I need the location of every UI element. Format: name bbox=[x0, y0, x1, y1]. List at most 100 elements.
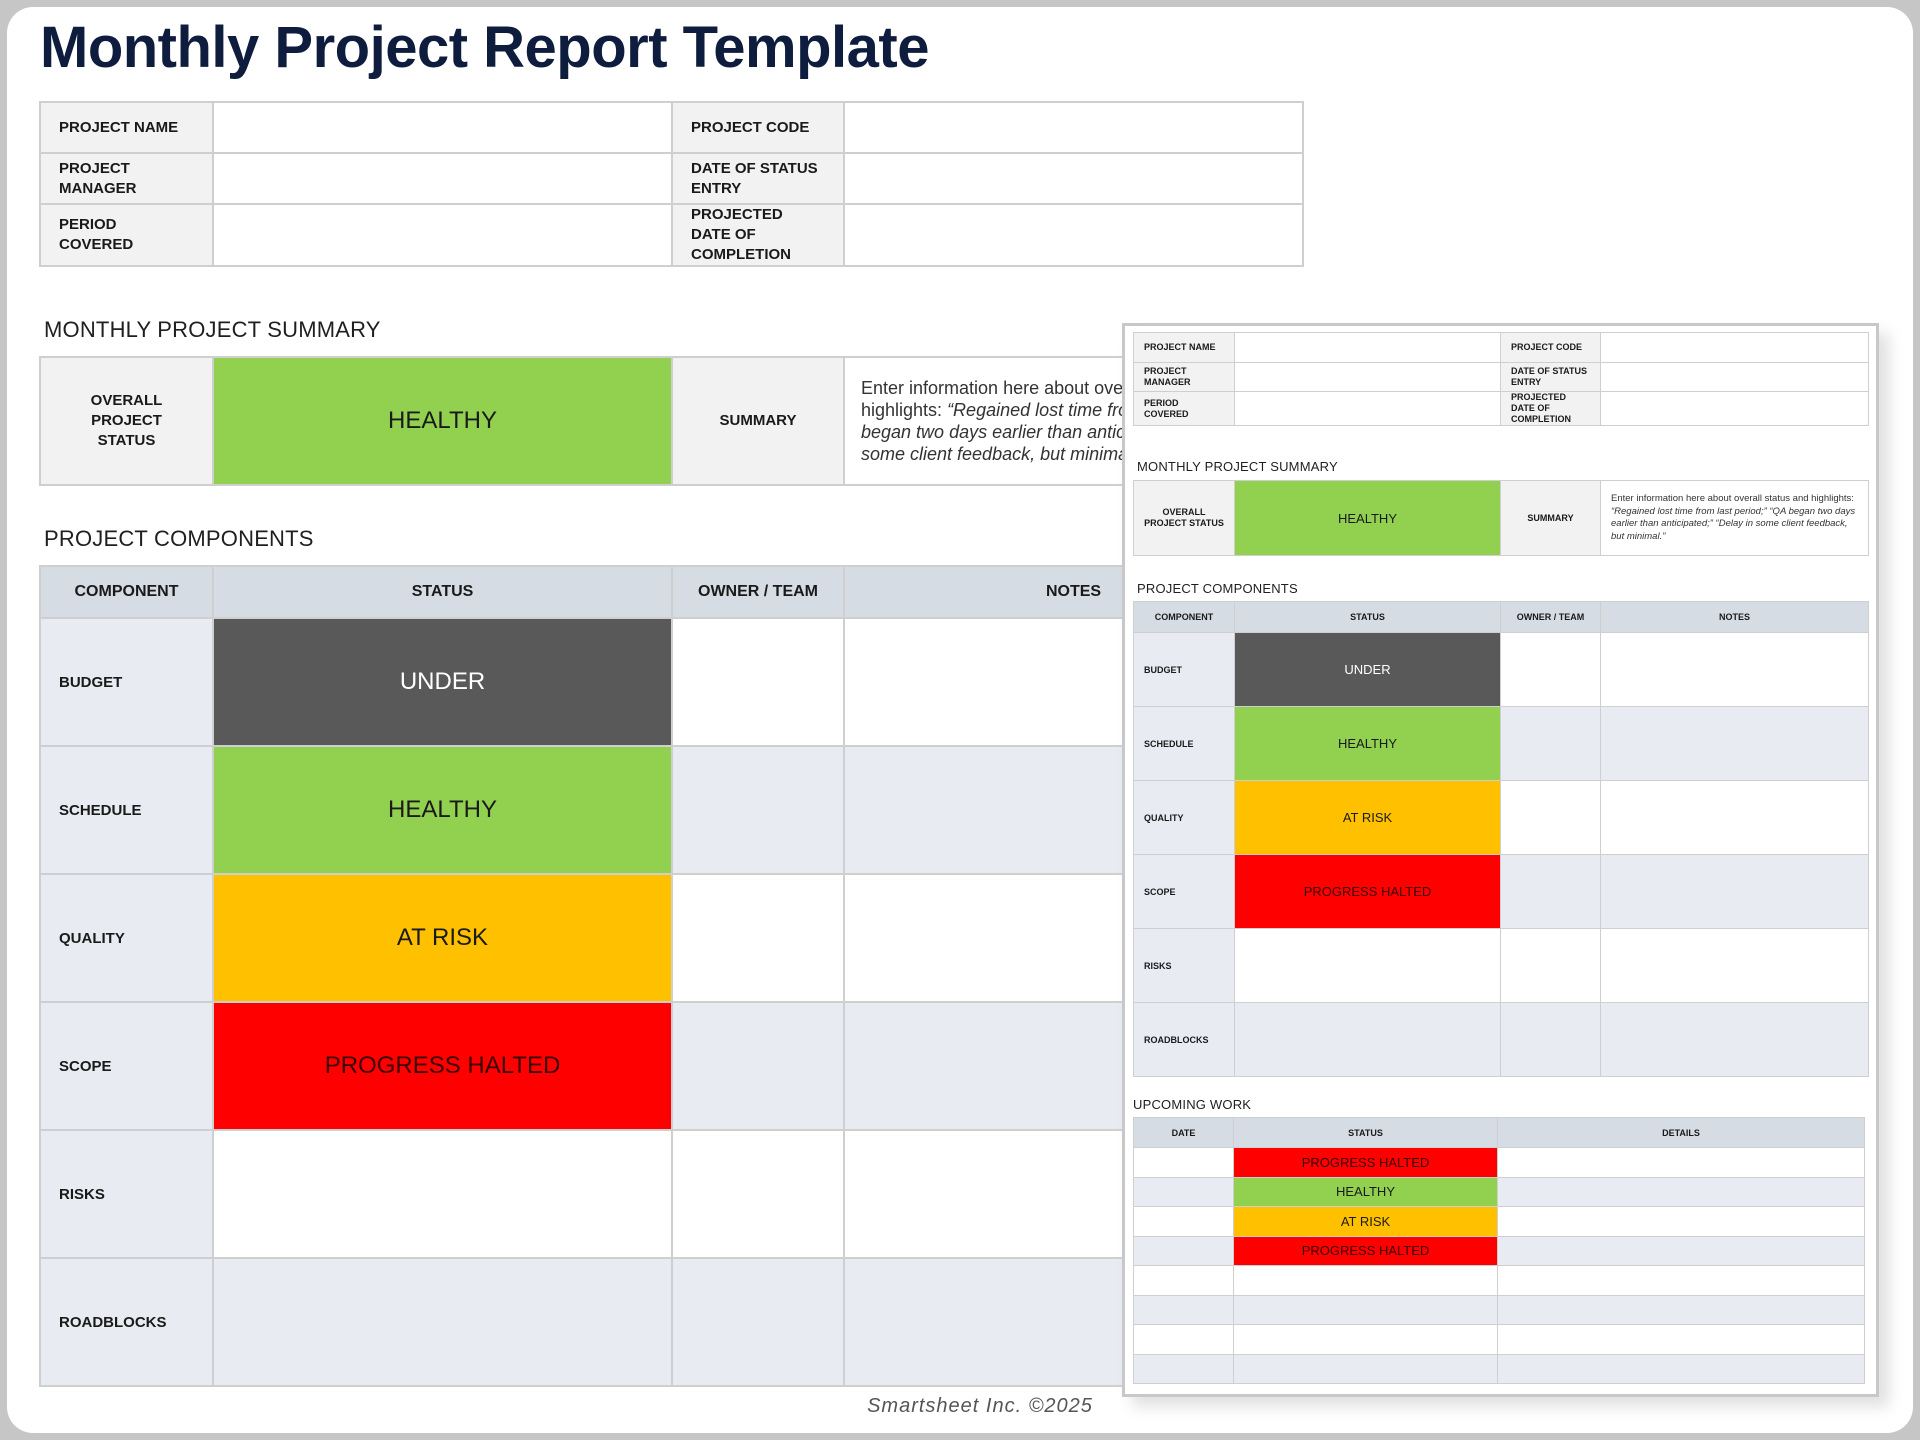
status-cell[interactable]: PROGRESS HALTED bbox=[212, 1001, 673, 1131]
preview-summary-field[interactable]: Enter information here about overall sta… bbox=[1600, 480, 1869, 556]
status-cell[interactable] bbox=[212, 1257, 673, 1387]
details-cell[interactable] bbox=[1497, 1353, 1865, 1384]
date-cell[interactable] bbox=[1133, 1176, 1234, 1207]
preview-project-manager-field[interactable] bbox=[1234, 362, 1501, 392]
details-cell[interactable] bbox=[1497, 1147, 1865, 1178]
template-preview-panel: PROJECT NAME PROJECT CODE PROJECT MANAGE… bbox=[1122, 323, 1879, 1397]
info-row: PROJECT MANAGER DATE OF STATUS ENTRY bbox=[39, 152, 1304, 205]
project-components-table: COMPONENT STATUS OWNER / TEAM NOTES BUDG… bbox=[39, 565, 1304, 1387]
column-header-owner: OWNER / TEAM bbox=[671, 565, 845, 619]
upcoming-row bbox=[1133, 1294, 1865, 1325]
preview-table-row: SCOPE PROGRESS HALTED bbox=[1133, 854, 1869, 929]
preview-summary-intro: Enter information here about overall sta… bbox=[1611, 493, 1854, 504]
project-name-label: PROJECT NAME bbox=[39, 101, 214, 154]
date-cell[interactable] bbox=[1133, 1353, 1234, 1384]
owner-cell[interactable] bbox=[671, 617, 845, 747]
projected-completion-field[interactable] bbox=[843, 203, 1304, 267]
preview-projected-completion-label: PROJECTED DATE OF COMPLETION bbox=[1500, 391, 1601, 426]
date-of-status-entry-field[interactable] bbox=[843, 152, 1304, 205]
preview-project-code-field[interactable] bbox=[1600, 332, 1869, 363]
preview-component-scope: SCOPE bbox=[1133, 854, 1235, 929]
preview-component-schedule: SCHEDULE bbox=[1133, 706, 1235, 781]
column-header-date: DATE bbox=[1133, 1117, 1234, 1148]
status-cell[interactable]: PROGRESS HALTED bbox=[1233, 1235, 1498, 1266]
preview-owner-cell[interactable] bbox=[1500, 706, 1601, 781]
status-cell[interactable] bbox=[212, 1129, 673, 1259]
preview-owner-cell[interactable] bbox=[1500, 780, 1601, 855]
component-schedule: SCHEDULE bbox=[39, 745, 214, 875]
details-cell[interactable] bbox=[1497, 1206, 1865, 1237]
preview-project-info-table: PROJECT NAME PROJECT CODE PROJECT MANAGE… bbox=[1133, 332, 1869, 426]
preview-project-name-field[interactable] bbox=[1234, 332, 1501, 363]
owner-cell[interactable] bbox=[671, 1001, 845, 1131]
owner-cell[interactable] bbox=[671, 1257, 845, 1387]
status-cell[interactable] bbox=[1233, 1353, 1498, 1384]
date-cell[interactable] bbox=[1133, 1206, 1234, 1237]
owner-cell[interactable] bbox=[671, 745, 845, 875]
component-risks: RISKS bbox=[39, 1129, 214, 1259]
status-cell[interactable]: AT RISK bbox=[1233, 1206, 1498, 1237]
status-cell[interactable] bbox=[1233, 1294, 1498, 1325]
details-cell[interactable] bbox=[1497, 1235, 1865, 1266]
date-cell[interactable] bbox=[1133, 1235, 1234, 1266]
preview-project-code-label: PROJECT CODE bbox=[1500, 332, 1601, 363]
preview-notes-cell[interactable] bbox=[1600, 1002, 1869, 1077]
preview-owner-cell[interactable] bbox=[1500, 1002, 1601, 1077]
date-cell[interactable] bbox=[1133, 1265, 1234, 1296]
preview-owner-cell[interactable] bbox=[1500, 632, 1601, 707]
preview-notes-cell[interactable] bbox=[1600, 780, 1869, 855]
preview-notes-cell[interactable] bbox=[1600, 632, 1869, 707]
period-covered-label: PERIOD COVERED bbox=[39, 203, 214, 267]
preview-owner-cell[interactable] bbox=[1500, 854, 1601, 929]
component-roadblocks: ROADBLOCKS bbox=[39, 1257, 214, 1387]
preview-overall-status-label: OVERALL PROJECT STATUS bbox=[1133, 480, 1235, 556]
preview-overall-status-value[interactable]: HEALTHY bbox=[1234, 480, 1501, 556]
project-manager-field[interactable] bbox=[212, 152, 673, 205]
status-cell[interactable] bbox=[1233, 1324, 1498, 1355]
preview-status-cell[interactable]: AT RISK bbox=[1234, 780, 1501, 855]
owner-cell[interactable] bbox=[671, 873, 845, 1003]
status-cell[interactable]: HEALTHY bbox=[1233, 1176, 1498, 1207]
details-cell[interactable] bbox=[1497, 1324, 1865, 1355]
project-code-field[interactable] bbox=[843, 101, 1304, 154]
upcoming-row bbox=[1133, 1324, 1865, 1355]
date-cell[interactable] bbox=[1133, 1294, 1234, 1325]
preview-period-covered-field[interactable] bbox=[1234, 391, 1501, 426]
preview-notes-cell[interactable] bbox=[1600, 854, 1869, 929]
owner-cell[interactable] bbox=[671, 1129, 845, 1259]
upcoming-row bbox=[1133, 1353, 1865, 1384]
upcoming-row: PROGRESS HALTED bbox=[1133, 1235, 1865, 1266]
preview-projected-completion-field[interactable] bbox=[1600, 391, 1869, 426]
date-cell[interactable] bbox=[1133, 1324, 1234, 1355]
preview-project-components-table: COMPONENT STATUS OWNER / TEAM NOTES BUDG… bbox=[1133, 601, 1869, 1077]
details-cell[interactable] bbox=[1497, 1294, 1865, 1325]
preview-owner-cell[interactable] bbox=[1500, 928, 1601, 1003]
upcoming-row: HEALTHY bbox=[1133, 1176, 1865, 1207]
details-cell[interactable] bbox=[1497, 1265, 1865, 1296]
preview-status-cell[interactable] bbox=[1234, 928, 1501, 1003]
table-row: BUDGET UNDER bbox=[39, 617, 1304, 747]
overall-status-value[interactable]: HEALTHY bbox=[212, 356, 673, 486]
upcoming-work-heading: UPCOMING WORK bbox=[1133, 1097, 1252, 1112]
table-row: ROADBLOCKS bbox=[39, 1257, 1304, 1387]
preview-status-cell[interactable]: HEALTHY bbox=[1234, 706, 1501, 781]
preview-summary-label: SUMMARY bbox=[1500, 480, 1601, 556]
column-header-status: STATUS bbox=[212, 565, 673, 619]
preview-status-cell[interactable] bbox=[1234, 1002, 1501, 1077]
preview-date-of-status-field[interactable] bbox=[1600, 362, 1869, 392]
status-cell[interactable]: UNDER bbox=[212, 617, 673, 747]
preview-notes-cell[interactable] bbox=[1600, 928, 1869, 1003]
status-cell[interactable]: AT RISK bbox=[212, 873, 673, 1003]
preview-status-cell[interactable]: PROGRESS HALTED bbox=[1234, 854, 1501, 929]
period-covered-field[interactable] bbox=[212, 203, 673, 267]
status-cell[interactable] bbox=[1233, 1265, 1498, 1296]
status-cell[interactable]: PROGRESS HALTED bbox=[1233, 1147, 1498, 1178]
preview-notes-cell[interactable] bbox=[1600, 706, 1869, 781]
preview-monthly-summary-table: OVERALL PROJECT STATUS HEALTHY SUMMARY E… bbox=[1133, 480, 1869, 556]
details-cell[interactable] bbox=[1497, 1176, 1865, 1207]
status-cell[interactable]: HEALTHY bbox=[212, 745, 673, 875]
preview-table-row: BUDGET UNDER bbox=[1133, 632, 1869, 707]
date-cell[interactable] bbox=[1133, 1147, 1234, 1178]
project-name-field[interactable] bbox=[212, 101, 673, 154]
preview-status-cell[interactable]: UNDER bbox=[1234, 632, 1501, 707]
